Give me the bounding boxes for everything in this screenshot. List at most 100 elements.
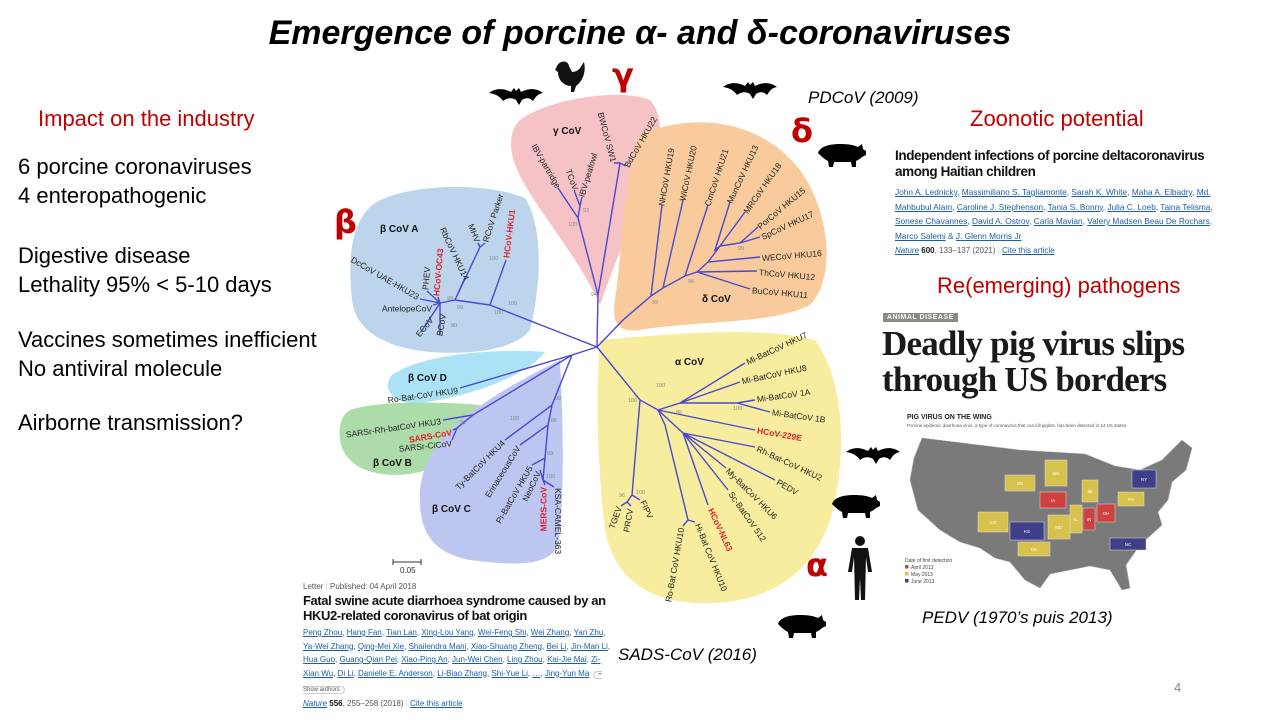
author-link[interactable]: Guang-Qian Pei [339,655,397,664]
state-mo [1047,514,1071,540]
article-pdcov-title[interactable]: Independent infections of porcine deltac… [895,148,1205,179]
author-link[interactable]: Hang Fan [346,628,382,637]
author-link[interactable]: J. Glenn Morris Jr [955,230,1022,241]
cite-link[interactable]: Cite this article [1002,246,1055,255]
state-sd [1004,474,1036,492]
bootstrap-value: 99 [652,300,658,306]
scale-bar-label: 0.05 [400,566,416,575]
state-nc [1109,537,1147,551]
bootstrap-value: 99 [447,296,453,302]
cite-link[interactable]: Cite this article [410,698,463,708]
author-link[interactable]: Tian Lan [386,628,417,637]
bootstrap-value: 99 [555,396,561,402]
article-sads-authors: Peng Zhou, Hang Fan, Tian Lan, Xing-Lou … [303,628,611,694]
author-link[interactable]: Jin-Man Li [570,641,608,651]
impact-line: 6 porcine coronaviruses [18,154,252,179]
state-label: MI [1088,489,1093,494]
show-authors-button[interactable]: + Show authors [303,670,602,694]
author-link[interactable]: Danielle E. Anderson [358,668,433,678]
author-link[interactable]: Wei-Feng Shi [478,628,527,637]
journal-link[interactable]: Nature [303,698,328,708]
bootstrap-value: 100 [636,490,645,496]
state-label: IN [1087,517,1092,522]
author-link[interactable]: Massimiliano S. Tagliamonte [961,187,1067,197]
bootstrap-value: 100 [568,222,577,228]
author-link[interactable]: Maha A. Elbadry [1131,187,1193,197]
news-headline-1: Deadly pig virus slips [882,324,1185,363]
author-link[interactable]: Yan Zhu [573,628,604,637]
bootstrap-value: 85 [676,410,682,416]
author-link[interactable]: Peng Zhou [303,628,343,637]
reemerging-heading: Re(emerging) pathogens [937,273,1181,298]
clade-label-gamma: γ CoV [553,126,582,137]
zoonotic-heading: Zoonotic potential [970,106,1144,131]
author-link[interactable]: Bei Li [546,641,567,651]
author-link[interactable]: Xiao-Ping An [401,655,448,664]
author-link[interactable]: Zi-Xian Wu [303,655,601,678]
author-link[interactable]: Hua Guo [303,655,336,664]
author-link[interactable]: Caroline J. Stephenson [956,201,1044,212]
author-link[interactable]: Tania S. Bonny [1047,201,1103,212]
author-link[interactable]: Wei Zhang [530,628,570,637]
state-label: SD [1017,481,1024,486]
article-pdcov-citation: Nature 600, 133–137 (2021) | Cite this a… [895,246,1055,255]
state-in [1082,507,1096,531]
author-link[interactable]: Jun-Wei Chen [452,655,503,664]
state-label: OH [1103,511,1110,516]
author-link[interactable]: Carla Mavian [1033,216,1083,226]
author-link[interactable]: Jing-Yun Ma [544,668,590,678]
us-outline [909,437,1193,591]
volume: 556 [329,698,343,708]
author-link[interactable]: John A. Lednicky [895,187,958,197]
author-link[interactable]: David A. Ostrov [972,216,1030,226]
state-label: OK [1031,547,1038,552]
clade-beta-c-area [419,360,563,564]
tree-leaf-label: BCoV [434,313,448,337]
author-link[interactable]: Ya-Wei Zhang [303,641,354,651]
clade-beta-a-area [350,186,539,353]
author-link[interactable]: Qing-Mei Xie [357,641,405,651]
author-link[interactable]: Md. Mahbubul Alam [895,187,1211,212]
legend-label: May 2013 [911,572,933,578]
beta-label: β [334,203,357,241]
tree-leaf-label: HCoV-OC43 [431,248,445,297]
tree-leaf-label: MERS-CoV [538,487,548,532]
author-link[interactable]: Xiao-Shuang Zheng [470,641,542,651]
author-link[interactable]: Valery Madsen Beau De Rochars [1087,216,1210,226]
impact-heading: Impact on the industry [38,106,255,131]
author-link[interactable]: Li-Biao Zhang [437,668,487,678]
author-link[interactable]: Taina Telisma [1160,201,1211,212]
author-link[interactable]: Di Li [337,668,354,678]
article-sads-title[interactable]: Fatal swine acute diarrhoea syndrome cau… [303,593,606,623]
legend-label: June 2013 [911,579,935,585]
bootstrap-value: 100 [494,310,503,316]
us-map: IA IN OH SD MN MI CO IL MO OK PA KS NY NC Date of fir… [905,437,1193,591]
author-link[interactable]: Shailendra Mani [408,641,467,651]
state-label: IA [1051,498,1055,503]
bootstrap-value: 100 [628,398,637,404]
bootstrap-value: 100 [546,474,555,480]
article-type: Letter [303,582,324,591]
author-link[interactable]: Ling Zhou [507,655,543,664]
author-link[interactable]: Shi-Yue Li [491,668,528,678]
delta-label: δ [791,112,813,150]
pages: , 255–258 (2018) [342,698,404,708]
impact-line: 4 enteropathogenic [18,183,207,208]
state-label: KS [1024,529,1030,534]
state-ia [1039,491,1067,509]
journal-link[interactable]: Nature [895,246,920,255]
tree-leaf-label: AntelopeCoV [382,303,432,313]
author-link[interactable]: Kai-Jie Mai [547,655,587,664]
tree-leaf-label: BuCoV HKU11 [752,285,809,300]
author-link[interactable]: Sarah K. White [1071,187,1128,197]
author-link[interactable]: Sonese Chavannes [895,216,968,226]
clade-label-beta-c: β CoV C [432,504,471,515]
author-link[interactable]: Julia C. Loeb [1107,201,1156,212]
author-link[interactable]: Marco Salemi [895,230,946,241]
bootstrap-value: 96 [688,279,694,285]
tree-leaf-label: KSA-CAMEL-363 [553,488,563,554]
state-ny [1131,469,1157,489]
clade-gamma-area [510,94,661,305]
author-link[interactable]: … [532,668,541,678]
author-link[interactable]: Xing-Lou Yang [421,628,474,637]
